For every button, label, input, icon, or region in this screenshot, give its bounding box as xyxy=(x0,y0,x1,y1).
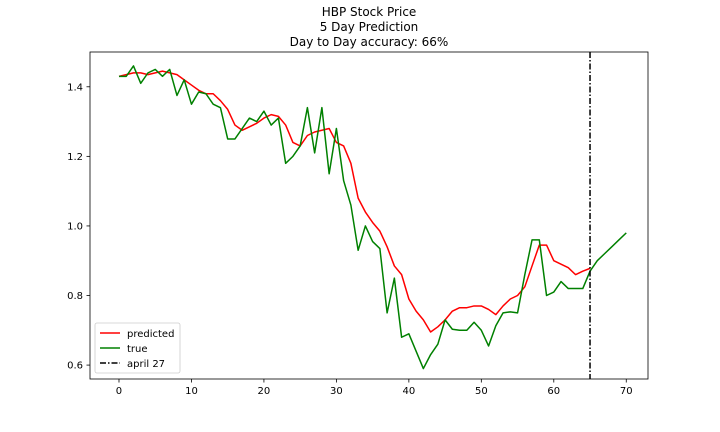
legend-label-predicted: predicted xyxy=(127,329,174,340)
x-tick-label: 30 xyxy=(330,386,343,397)
x-tick-label: 50 xyxy=(475,386,488,397)
y-tick-label: 1.4 xyxy=(67,82,83,93)
y-tick-label: 0.8 xyxy=(67,291,83,302)
legend: predicted true april 27 xyxy=(94,322,181,374)
legend-label-april-27: april 27 xyxy=(127,359,165,370)
series-line-predicted xyxy=(118,70,591,333)
x-tick-label: 70 xyxy=(620,386,633,397)
x-axis: 0 10 20 30 40 50 60 70 xyxy=(116,379,633,397)
chart-accuracy: Day to Day accuracy: 66% xyxy=(290,35,449,49)
y-axis: 0.6 0.8 1.0 1.2 1.4 xyxy=(67,82,90,372)
x-tick-label: 10 xyxy=(185,386,198,397)
x-tick-label: 20 xyxy=(258,386,271,397)
y-tick-label: 0.6 xyxy=(67,361,83,372)
plot-area-frame xyxy=(89,51,649,380)
y-tick-label: 1.0 xyxy=(67,221,83,232)
plot-lines xyxy=(118,52,627,379)
chart-subtitle: 5 Day Prediction xyxy=(320,20,419,34)
x-tick-label: 40 xyxy=(402,386,415,397)
chart-title: HBP Stock Price xyxy=(322,5,417,19)
legend-label-true: true xyxy=(127,344,148,355)
y-tick-label: 1.2 xyxy=(67,152,83,163)
series-line-true xyxy=(118,65,627,370)
x-tick-label: 0 xyxy=(116,386,122,397)
legend-box xyxy=(94,322,181,374)
x-tick-label: 60 xyxy=(547,386,560,397)
